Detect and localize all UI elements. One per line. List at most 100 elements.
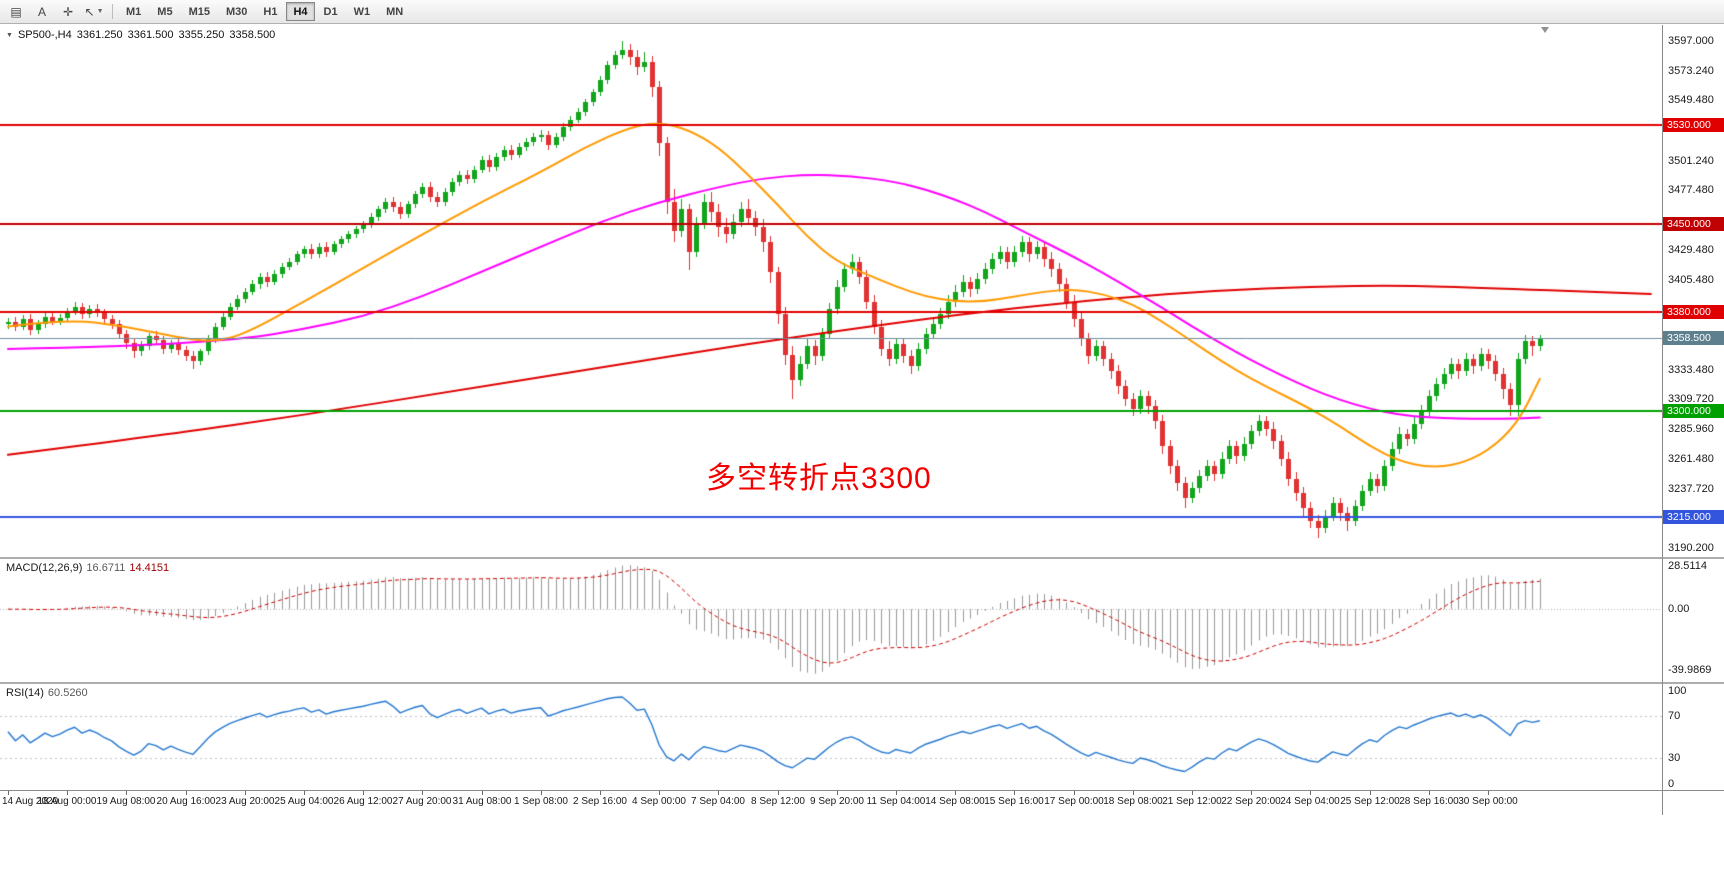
date-label: 30 Sep 00:00 <box>1458 796 1518 807</box>
rsi-axis-label: 30 <box>1668 752 1681 765</box>
rsi-pane-canvas[interactable] <box>0 684 1662 790</box>
rsi-name: RSI(14) <box>6 687 44 699</box>
date-label: 1 Sep 08:00 <box>514 796 568 807</box>
date-label: 28 Sep 16:00 <box>1399 796 1459 807</box>
chart-close-value: 3358.500 <box>229 29 276 41</box>
rsi-axis-label: 70 <box>1668 709 1681 722</box>
time-axis-tick <box>1192 791 1193 795</box>
time-axis-tick <box>1370 791 1371 795</box>
timeframe-m15-button[interactable]: M15 <box>188 5 210 18</box>
date-label: 11 Sep 04:00 <box>866 796 926 807</box>
date-label: 26 Aug 12:00 <box>333 796 393 807</box>
chart-grid-button[interactable]: ▤ <box>4 1 28 22</box>
time-axis-tick <box>1014 791 1015 795</box>
time-axis-tick <box>778 791 779 795</box>
date-label: 25 Sep 12:00 <box>1340 796 1400 807</box>
chart-text-annotation[interactable]: 多空转折点3300 <box>706 462 932 495</box>
date-label: 4 Sep 00:00 <box>632 796 686 807</box>
chart-grid-icon: ▤ <box>10 4 22 19</box>
time-axis-tick <box>422 791 423 795</box>
pane-divider-macd[interactable] <box>0 557 1724 559</box>
price-axis-separator <box>1662 25 1663 815</box>
price-tag-3380.000: 3380.000 <box>1663 304 1724 319</box>
timeframe-m1-button[interactable]: M1 <box>126 5 142 18</box>
date-label: 24 Sep 04:00 <box>1280 796 1340 807</box>
time-axis-tick <box>1310 791 1311 795</box>
macd-name: MACD(12,26,9) <box>6 562 83 574</box>
price-axis-label: 3501.240 <box>1668 154 1714 167</box>
time-axis-tick <box>718 791 719 795</box>
date-label: 9 Sep 20:00 <box>810 796 864 807</box>
timeframe-d1-button[interactable]: D1 <box>323 5 338 18</box>
pane-divider-rsi[interactable] <box>0 682 1724 684</box>
time-axis-tick <box>541 791 542 795</box>
timeframe-h1-button[interactable]: H1 <box>263 5 278 18</box>
time-axis-tick <box>8 791 9 795</box>
price-axis-label: 3573.240 <box>1668 64 1714 77</box>
date-label: 8 Sep 12:00 <box>751 796 805 807</box>
price-axis-label: 3429.480 <box>1668 243 1714 256</box>
time-axis-tick <box>363 791 364 795</box>
date-label: 31 Aug 08:00 <box>452 796 512 807</box>
cursor-tool-icon: ↖ <box>84 4 95 19</box>
price-axis[interactable]: 3597.000 3573.240 3549.480 3501.240 3477.480… <box>1663 25 1724 815</box>
time-axis-tick <box>600 791 601 795</box>
price-axis-label: 3190.200 <box>1668 542 1714 555</box>
date-label: 2 Sep 16:00 <box>573 796 627 807</box>
time-axis-line <box>0 790 1724 791</box>
date-label: 25 Aug 04:00 <box>274 796 334 807</box>
chart-title: ▼ SP500-,H4 3361.250 3361.500 3355.250 3… <box>6 29 275 41</box>
date-label: 7 Sep 04:00 <box>691 796 745 807</box>
timeframe-buttons: M1 M5 M15 M30 H1 H4 D1 W1 MN <box>119 2 410 21</box>
timeframe-mn-button[interactable]: MN <box>386 5 404 18</box>
toolbar-separator <box>112 4 113 19</box>
rsi-axis-label: 100 <box>1668 685 1687 697</box>
rsi-indicator-label: RSI(14) 60.5260 <box>6 687 88 699</box>
date-label: 18 Aug 00:00 <box>37 796 97 807</box>
time-axis-tick <box>245 791 246 795</box>
time-axis-tick <box>482 791 483 795</box>
price-axis-label: 3261.480 <box>1668 453 1714 466</box>
date-label: 14 Aug 2020 <box>2 796 59 807</box>
cursor-tool-button[interactable]: ↖ ▼ <box>82 1 106 22</box>
chart-shift-marker[interactable] <box>1541 27 1549 33</box>
price-pane-canvas[interactable] <box>0 25 1662 557</box>
toolbar: ▤ A ✛ ↖ ▼ M1 M5 M15 M30 H1 H4 D1 W1 MN <box>0 0 1724 24</box>
date-label: 15 Sep 16:00 <box>984 796 1044 807</box>
rsi-value: 60.5260 <box>47 687 88 699</box>
time-axis-tick <box>955 791 956 795</box>
timeframe-m5-button[interactable]: M5 <box>157 5 173 18</box>
time-axis-tick <box>1133 791 1134 795</box>
crosshair-tool-button[interactable]: ✛ <box>56 1 80 22</box>
date-label: 23 Aug 20:00 <box>215 796 275 807</box>
macd-pane-canvas[interactable] <box>0 559 1662 682</box>
price-axis-label: 3285.960 <box>1668 422 1714 435</box>
date-label: 22 Sep 20:00 <box>1221 796 1281 807</box>
macd-axis-label: 28.5114 <box>1668 559 1707 572</box>
chart-symbol-timeframe: SP500-,H4 <box>17 29 72 41</box>
time-axis-tick <box>304 791 305 795</box>
timeframe-w1-button[interactable]: W1 <box>353 5 371 18</box>
time-axis-tick <box>659 791 660 795</box>
rsi-axis-label: 0 <box>1668 778 1675 790</box>
timeframe-h4-button[interactable]: H4 <box>286 2 315 21</box>
macd-main-value: 16.6711 <box>86 562 126 574</box>
time-axis-tick <box>1429 791 1430 795</box>
date-label: 18 Sep 08:00 <box>1103 796 1163 807</box>
time-axis[interactable]: 14 Aug 2020 18 Aug 00:00 19 Aug 08:00 20 Au… <box>0 790 1662 816</box>
time-axis-tick <box>1488 791 1489 795</box>
text-tool-button[interactable]: A <box>30 1 54 22</box>
time-axis-tick <box>1251 791 1252 795</box>
time-axis-tick <box>837 791 838 795</box>
timeframe-m30-button[interactable]: M30 <box>225 5 248 18</box>
time-axis-tick <box>126 791 127 795</box>
collapse-arrow-icon[interactable]: ▼ <box>6 31 13 39</box>
macd-signal-value: 14.4151 <box>129 562 170 574</box>
price-tag-3530.000: 3530.000 <box>1663 117 1724 132</box>
chart-low-value: 3355.250 <box>178 29 225 41</box>
time-axis-tick <box>1074 791 1075 795</box>
time-axis-tick <box>896 791 897 795</box>
cursor-tool-dropdown-icon: ▼ <box>96 8 104 15</box>
date-label: 20 Aug 16:00 <box>156 796 216 807</box>
